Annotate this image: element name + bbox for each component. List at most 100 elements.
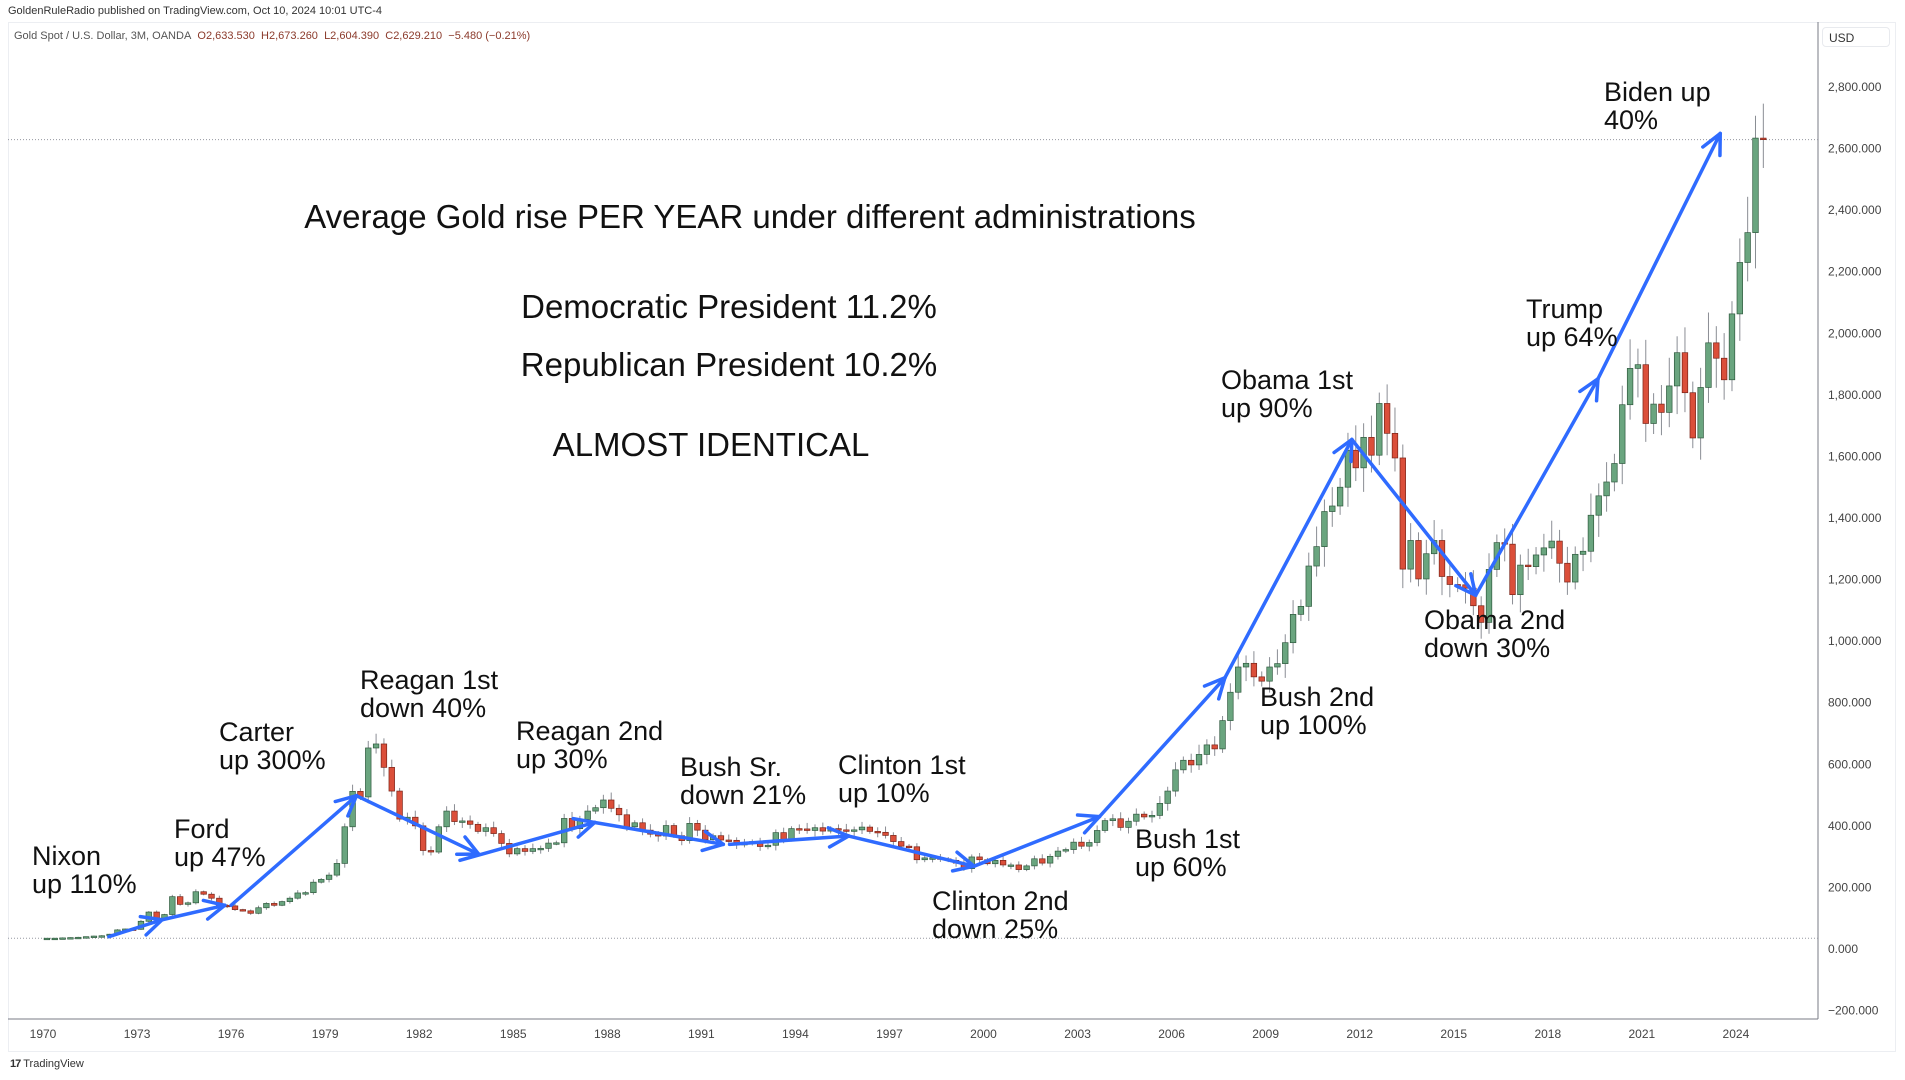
candle-up xyxy=(1626,368,1634,406)
price-tick-label: 2,200.000 xyxy=(1828,265,1882,279)
arrow-head xyxy=(1202,676,1227,688)
chart-frame xyxy=(8,22,1896,1052)
candle-up xyxy=(98,935,105,938)
change-value: −5.480 (−0.21%) xyxy=(448,30,531,42)
time-tick-label: 1997 xyxy=(876,1027,903,1041)
time-tick-label: 1988 xyxy=(594,1027,621,1041)
candle-up xyxy=(1705,342,1712,388)
arrow-head xyxy=(333,793,359,804)
candle-up xyxy=(921,857,928,861)
price-tick-label: 0.000 xyxy=(1828,942,1858,956)
democratic-stat: Democratic President 11.2% xyxy=(521,288,937,325)
annotation-clinton-1st: Clinton 1st up 10% xyxy=(838,750,966,808)
candle-down xyxy=(976,856,983,861)
candle-up xyxy=(1329,505,1336,512)
candle-down xyxy=(804,828,811,831)
candle-down xyxy=(1368,436,1375,456)
candle-down xyxy=(466,820,474,825)
arrow-head xyxy=(1578,377,1600,394)
tradingview-logo[interactable]: 17 TradingView xyxy=(10,1058,84,1070)
tradingview-logo-icon: 17 xyxy=(10,1058,21,1070)
candle-up xyxy=(1572,553,1579,583)
price-tick-label: 2,800.000 xyxy=(1828,80,1882,94)
time-tick-label: 1991 xyxy=(688,1027,715,1041)
trend-arrow xyxy=(1596,131,1722,381)
candle-up xyxy=(263,903,270,909)
candle-down xyxy=(1117,818,1124,828)
candle-up xyxy=(1133,813,1140,822)
republican-stat: Republican President 10.2% xyxy=(520,346,938,383)
candle-up xyxy=(1634,364,1642,369)
candle-down xyxy=(271,903,278,906)
candle-up xyxy=(1595,495,1602,516)
candle-up xyxy=(537,847,544,851)
candle-down xyxy=(1141,813,1148,818)
arrow-head xyxy=(1594,377,1600,403)
arrow-head xyxy=(205,903,227,921)
trend-arrow xyxy=(593,820,726,847)
candle-down xyxy=(999,859,1007,866)
candle-up xyxy=(286,897,294,902)
candle-down xyxy=(1250,662,1258,678)
low-value: L2,604.390 xyxy=(324,30,380,42)
candle-up xyxy=(1313,546,1320,567)
candle-down xyxy=(843,829,850,832)
candle-down xyxy=(427,850,435,853)
candle-up xyxy=(1305,565,1312,607)
arrow-head xyxy=(201,898,227,908)
candle-down xyxy=(1642,364,1649,424)
annotation-carter: Carter up 300% xyxy=(219,717,326,775)
candle-up xyxy=(1046,855,1054,864)
candle-down xyxy=(725,839,732,842)
annotation-bush-2nd: Bush 2nd up 100% xyxy=(1260,682,1375,740)
candle-down xyxy=(1478,605,1485,623)
candle-up xyxy=(1227,691,1234,721)
candle-down xyxy=(1438,540,1446,577)
trend-arrow xyxy=(229,793,359,908)
candle-up xyxy=(1650,403,1657,424)
candle-down xyxy=(490,827,497,834)
arrow-head xyxy=(1216,676,1227,701)
trend-arrow xyxy=(846,834,976,868)
candle-up xyxy=(1587,514,1595,552)
candle-down xyxy=(1352,449,1359,469)
candle-down xyxy=(717,835,725,841)
time-tick-label: 2024 xyxy=(1723,1027,1750,1041)
candle-up xyxy=(1219,720,1226,750)
candle-up xyxy=(435,826,442,853)
high-value: H2,673.260 xyxy=(261,30,318,42)
candle-down xyxy=(1258,676,1265,682)
candle-up xyxy=(51,937,58,941)
candle-up xyxy=(1376,403,1383,456)
candle-up xyxy=(278,901,286,906)
candle-up xyxy=(318,879,325,883)
candle-up xyxy=(764,844,772,848)
candle-up xyxy=(67,937,74,940)
arrow-head xyxy=(1454,583,1478,598)
candle-up xyxy=(788,828,795,840)
currency-selector[interactable]: USD xyxy=(1822,27,1890,47)
arrow-head xyxy=(827,834,851,849)
annotation-obama-2nd: Obama 2nd down 30% xyxy=(1424,605,1566,663)
candle-up xyxy=(1101,820,1109,831)
candle-down xyxy=(1078,841,1085,847)
candle-up xyxy=(1540,547,1548,556)
candle-down xyxy=(1383,403,1391,434)
candle-up xyxy=(584,810,591,820)
price-tick-label: −200.000 xyxy=(1828,1004,1879,1018)
candle-down xyxy=(208,893,215,899)
candle-up xyxy=(294,892,301,899)
arrow-head xyxy=(1469,572,1478,598)
candle-up xyxy=(858,826,866,831)
symbol-legend: Gold Spot / U.S. Dollar, 3M, OANDA O2,63… xyxy=(14,30,530,42)
candle-up xyxy=(1195,754,1203,766)
candle-up xyxy=(1697,387,1704,439)
annotation-nixon: Nixon up 110% xyxy=(32,841,137,899)
candle-up xyxy=(1289,614,1297,644)
candle-up xyxy=(1148,815,1156,818)
candle-down xyxy=(866,826,874,832)
trend-arrow xyxy=(160,903,227,922)
arrow-head xyxy=(1349,437,1354,464)
candle-up xyxy=(1156,803,1163,816)
